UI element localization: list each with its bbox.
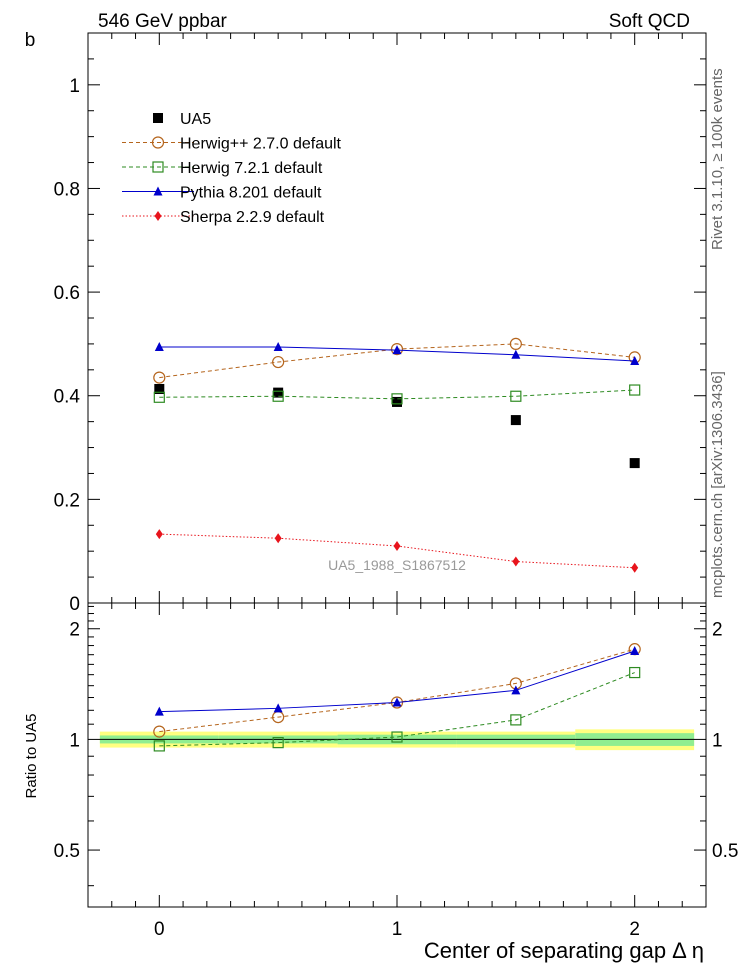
main-y-axis-label: b [25,30,36,51]
legend-herwig-2-7-0-default-marker [151,136,165,149]
legend-ua5-label: UA5 [180,111,211,128]
legend-pythia-8-201-default-marker [153,186,163,196]
main-herwig-2-7-0-default-point [390,342,404,356]
main-herwig-7-2-1-default-line [159,389,635,400]
main-ua5-point [154,383,165,394]
ratio-plot-panel: 0.5 0.5 1 1 2 2 0 1 2 [54,602,738,940]
ratio-pythia-8-201-default-point [511,685,521,695]
main-herwig-7-2-1-default-point [272,390,284,402]
main-plot-panel: 0 0.2 0.4 0.6 0.8 1 UA5 Herwig++ 2.7.0 default… [54,32,707,615]
ratio-y-tick-label-right: 2 [712,620,723,641]
main-y-tick-label: 1 [69,76,80,97]
ratio-y-tick-label: 1 [69,730,80,751]
ratio-herwig-7-2-1-default-point [391,731,403,743]
main-y-tick-label: 0.8 [54,179,80,200]
ratio-herwig-7-2-1-default-line [159,672,635,747]
main-herwig-7-2-1-default-point [391,393,403,405]
ratio-herwig-7-2-1-default-point [629,666,641,679]
main-y-tick-label: 0.6 [54,283,80,304]
legend-ua5-marker [153,113,163,123]
legend-herwig-7-2-1-default-marker [152,161,164,173]
legend-sherpa-2-2-9-default-marker [154,211,162,221]
main-ua5-point [392,396,402,407]
ratio-x-tick-label: 1 [392,919,403,940]
main-y-tick-label: 0.4 [54,387,81,408]
ratio-y-tick-label: 2 [69,620,80,641]
main-pythia-8-201-default-point [154,342,164,352]
ratio-y-tick-label: 0.5 [54,841,80,862]
main-herwig-7-2-1-default-point [629,384,641,396]
ratio-y-tick-label-right: 1 [712,730,723,751]
main-herwig-2-7-0-default-point [272,355,285,369]
ratio-pythia-8-201-default-point [154,706,164,716]
main-sherpa-2-2-9-default-point [512,556,520,567]
main-pythia-8-201-default-point [630,356,640,366]
legend: UA5 Herwig++ 2.7.0 default Herwig 7.2.1 de… [122,111,342,226]
main-y-tick-label: 0.2 [54,490,80,511]
ratio-herwig-2-7-0-default-line [159,648,635,733]
legend-pythia-8-201-default-label: Pythia 8.201 default [180,185,322,202]
main-sherpa-2-2-9-default-point [631,562,639,573]
ratio-x-tick-label: 2 [629,919,640,940]
main-herwig-7-2-1-default-point [153,391,165,403]
main-pythia-8-201-default-point [392,345,402,355]
main-y-tick-label: 0 [69,594,80,615]
ratio-y-axis-label: Ratio to UA5 [23,713,40,798]
legend-herwig-2-7-0-default-label: Herwig++ 2.7.0 default [180,136,342,153]
header-left-label: 546 GeV ppbar [98,11,228,32]
main-herwig-2-7-0-default-point [509,337,522,351]
main-pythia-8-201-default-point [273,342,283,352]
ratio-pythia-8-201-default-point [630,645,640,655]
ratio-y-tick-label-right: 0.5 [712,841,738,862]
main-herwig-2-7-0-default-point [153,371,166,384]
ratio-x-tick-label: 0 [154,919,165,940]
main-sherpa-2-2-9-default-point [274,533,282,544]
main-ua5-point [629,458,640,469]
main-sherpa-2-2-9-default-point [155,529,163,540]
main-ua5-point [510,415,521,426]
legend-herwig-7-2-1-default-label: Herwig 7.2.1 default [180,160,323,177]
x-axis-label: Center of separating gap Δ η [424,938,704,963]
header-right-label: Soft QCD [609,11,690,32]
ratio-herwig-7-2-1-default-point [272,737,284,749]
legend-sherpa-2-2-9-default-label: Sherpa 2.2.9 default [180,209,325,226]
main-sherpa-2-2-9-default-point [393,541,401,551]
analysis-watermark: UA5_1988_S1867512 [328,557,466,573]
ratio-pythia-8-201-default-point [392,697,402,707]
ratio-herwig-7-2-1-default-point [153,740,165,752]
mcplots-reference-label: mcplots.cern.ch [arXiv:1306.3436] [709,371,726,598]
rivet-version-label: Rivet 3.1.10, ≥ 100k events [709,68,726,250]
main-pythia-8-201-default-point [511,349,521,359]
ratio-herwig-2-7-0-default-point [153,725,166,738]
ratio-pythia-8-201-default-point [273,703,283,713]
main-ua5-point [273,387,284,398]
ratio-plot-frame [87,602,707,908]
main-herwig-7-2-1-default-point [510,390,522,402]
ratio-herwig-7-2-1-default-point [510,714,522,726]
